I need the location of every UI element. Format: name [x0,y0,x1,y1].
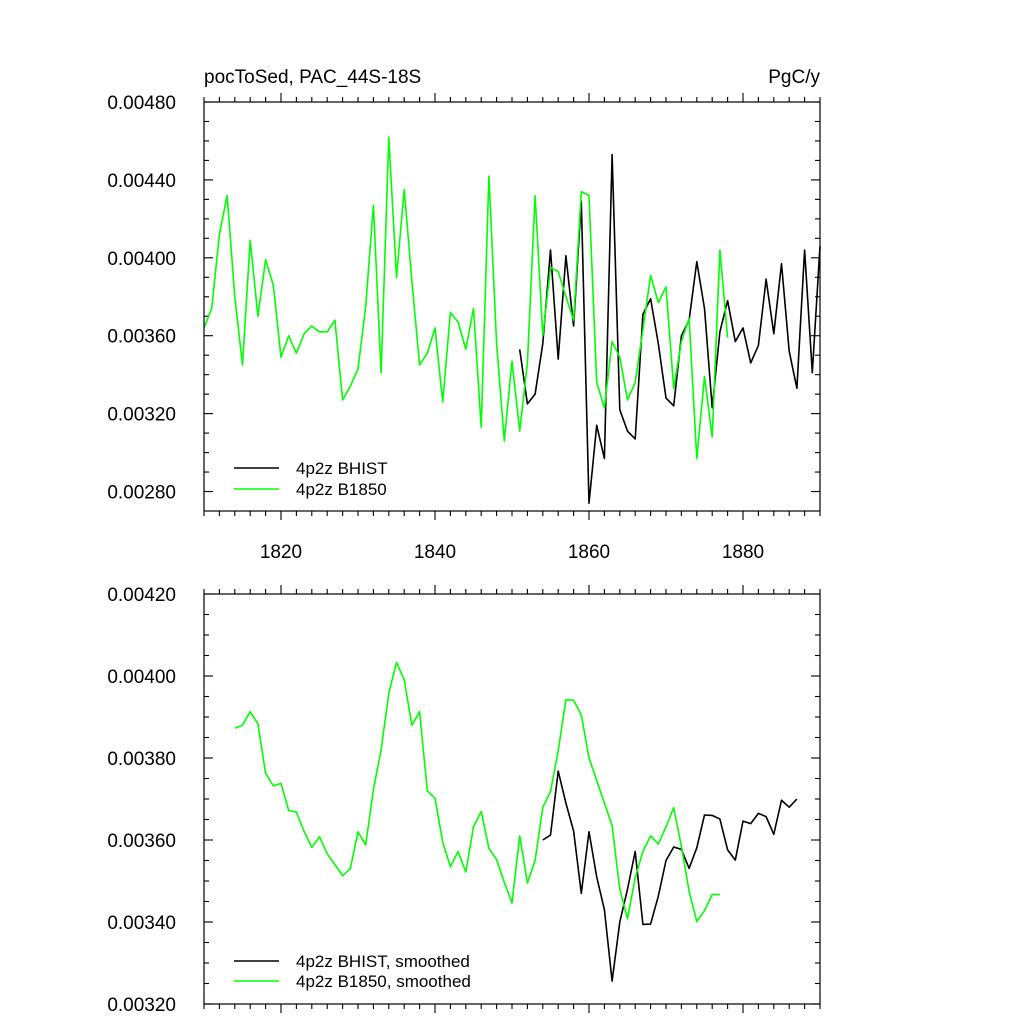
x-tick-label: 1880 [722,542,764,563]
y-tick-label: 0.00280 [107,483,176,504]
y-tick-label: 0.00320 [107,995,176,1016]
y-tick-label: 0.00400 [107,249,176,270]
y-tick-label: 0.00340 [107,913,176,934]
y-tick-label: 0.00380 [107,749,176,770]
top-title: pocToSed, PAC_44S-18S [204,67,421,88]
y-tick-label: 0.00400 [107,667,176,688]
bottom-axes: 0.00320 0.00340 0.00360 0.00380 0.00400 0.004… [107,585,821,1016]
legend-label-b1850: 4p2z B1850 [296,480,387,499]
top-legend: 4p2z BHIST 4p2z B1850 [234,459,388,499]
bottom-series-lines [234,661,798,982]
y-tick-label: 0.00320 [107,405,176,426]
bottom-plot-frame [203,593,821,1005]
y-tick-label: 0.00360 [107,327,176,348]
bottom-legend: 4p2z BHIST, smoothed 4p2z B1850, smoothe… [234,952,471,991]
series-line-4p2z-bhist-smoothed [542,770,798,982]
x-tick-label: 1840 [414,542,456,563]
series-line-4p2z-b1850-smoothed [234,661,720,923]
top-axes: 0.00280 0.00320 0.00360 0.00400 0.00440 0.004… [107,93,821,563]
bottom-panel: 0.00320 0.00340 0.00360 0.00380 0.00400 0.004… [107,585,821,1016]
series-line-4p2z-bhist [518,153,821,505]
top-series-lines [203,136,821,505]
legend-label-b1850-smoothed: 4p2z B1850, smoothed [296,972,471,991]
legend-label-bhist: 4p2z BHIST [296,459,388,478]
y-tick-label: 0.00440 [107,171,176,192]
series-line-4p2z-b1850 [203,136,729,460]
x-tick-label: 1820 [260,542,302,563]
y-tick-label: 0.00480 [107,93,176,114]
legend-label-bhist-smoothed: 4p2z BHIST, smoothed [296,952,470,971]
y-tick-label: 0.00360 [107,831,176,852]
x-tick-label: 1860 [568,542,610,563]
top-panel: pocToSed, PAC_44S-18S PgC/y 0.00280 0.003… [107,67,821,563]
top-plot-frame [203,101,821,512]
y-tick-label: 0.00420 [107,585,176,606]
top-units: PgC/y [768,67,820,88]
